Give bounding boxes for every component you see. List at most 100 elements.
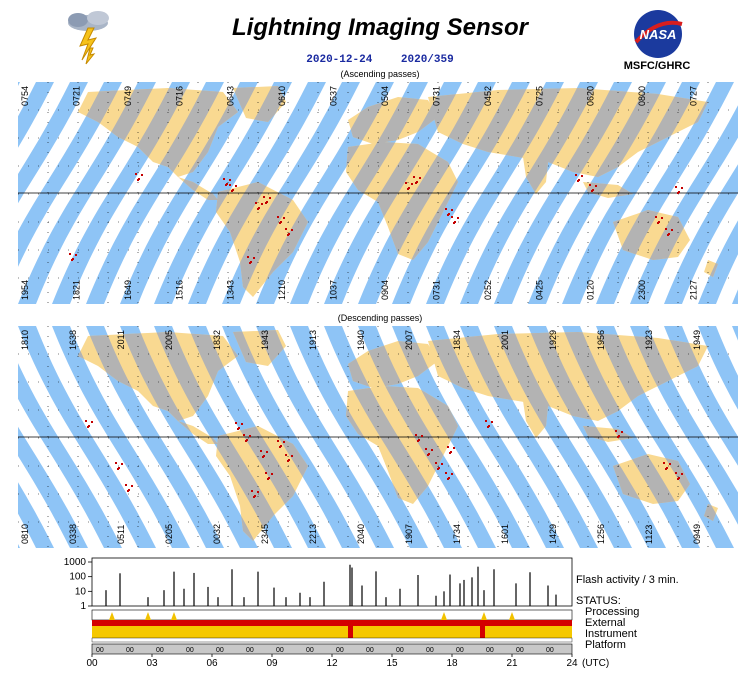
flash-mark: [441, 463, 443, 465]
flash-mark: [85, 420, 87, 422]
swath-band: [18, 482, 54, 548]
flash-mark: [405, 182, 407, 184]
swath-band: [732, 289, 738, 304]
pass-time-top: 1832: [212, 330, 222, 350]
pass-time-bottom: 0810: [20, 524, 30, 544]
pass-time-labels: 0754 0721 0749 0716 0643 0610 0537 0504 0731 0452…: [20, 86, 699, 300]
pass-time-bottom: 2040: [356, 524, 366, 544]
gap-panel: [91, 637, 573, 643]
flash-mark: [621, 431, 623, 433]
flash-mark: [681, 187, 683, 189]
platform-mark: 00: [336, 647, 344, 654]
pass-time-top: 1638: [68, 330, 78, 350]
flash-mark: [487, 426, 489, 428]
flash-mark: [235, 185, 237, 187]
platform-mark: 00: [516, 647, 524, 654]
flash-mark: [283, 217, 285, 219]
flash-mark: [279, 446, 281, 448]
flash-mark: [451, 209, 453, 211]
flash-mark: [269, 197, 271, 199]
flash-mark: [445, 472, 447, 474]
platform-mark: 00: [126, 647, 134, 654]
flash-mark: [581, 175, 583, 177]
flash-mark: [255, 202, 257, 204]
platform-mark: 00: [396, 647, 404, 654]
flash-mark: [91, 421, 93, 423]
flash-mark: [427, 454, 429, 456]
pass-time-bottom: 2213: [308, 524, 318, 544]
swath-band: [18, 544, 20, 548]
swath-band: [732, 326, 738, 341]
x-tick-label: 15: [386, 658, 398, 669]
flash-mark: [235, 422, 237, 424]
flash-mark: [411, 183, 413, 185]
pass-time-bottom: 1601: [500, 524, 510, 544]
flash-mark: [671, 229, 673, 231]
flash-mark: [419, 177, 421, 179]
flash-mark: [449, 452, 451, 454]
flash-mark: [285, 228, 287, 230]
pass-time-top: 0537: [329, 86, 339, 106]
ascending-label: (Ascending passes): [340, 69, 420, 79]
pass-time-top: 1949: [692, 330, 702, 350]
flash-mark: [267, 478, 269, 480]
nasa-logo-icon: NASA: [634, 10, 683, 58]
x-tick-label: 12: [326, 658, 338, 669]
flash-panel: [91, 557, 573, 607]
pass-time-bottom: 1954: [20, 280, 30, 300]
descending-label: (Descending passes): [337, 313, 423, 323]
flash-mark: [121, 463, 123, 465]
flash-mark: [657, 222, 659, 224]
processing-mark: [109, 612, 115, 620]
flash-mark: [435, 462, 437, 464]
swath-band: [698, 220, 738, 304]
flash-mark: [263, 196, 265, 198]
pass-time-bottom: 1210: [277, 280, 287, 300]
pass-time-top: 1923: [644, 330, 654, 350]
pass-time-top: 0749: [123, 86, 133, 106]
pass-time-bottom: 0904: [380, 280, 390, 300]
flash-mark: [677, 192, 679, 194]
flash-mark: [117, 468, 119, 470]
flash-mark: [675, 186, 677, 188]
flash-mark: [245, 440, 247, 442]
flash-mark: [575, 174, 577, 176]
flash-mark: [677, 478, 679, 480]
platform-mark: 00: [186, 647, 194, 654]
x-tick-label: 09: [266, 658, 278, 669]
flash-mark: [577, 180, 579, 182]
date-text: 2020-12-24: [306, 54, 373, 66]
flash-mark: [667, 234, 669, 236]
pass-time-bottom: 0205: [164, 524, 174, 544]
pass-time-top: 0754: [20, 86, 30, 106]
flash-mark: [127, 490, 129, 492]
flash-mark: [451, 216, 453, 218]
pass-time-top: 0731: [431, 86, 441, 106]
flash-mark: [447, 478, 449, 480]
flash-mark: [457, 217, 459, 219]
flash-activity-chart: 1000 100 10 1 Flash activity / 3 min. 00 00 00 0…: [64, 557, 679, 669]
y-tick-label: 100: [69, 572, 86, 583]
flash-mark: [665, 468, 667, 470]
instrument-mark: [348, 626, 353, 642]
pass-time-top: 1956: [596, 330, 606, 350]
y-tick-label: 10: [75, 586, 87, 597]
pass-time-top: 0716: [174, 86, 184, 106]
status-title: STATUS:: [576, 595, 621, 607]
platform-panel: [91, 643, 573, 655]
swath-band: [18, 82, 54, 148]
instrument-mark: [480, 626, 485, 642]
pass-time-top: 0725: [534, 86, 544, 106]
flash-mark: [266, 451, 268, 453]
flash-mark: [617, 436, 619, 438]
platform-mark: 00: [96, 647, 104, 654]
flash-mark: [589, 184, 591, 186]
flash-mark: [421, 435, 423, 437]
platform-mark: 00: [426, 647, 434, 654]
flash-mark: [135, 173, 137, 175]
flash-mark: [241, 423, 243, 425]
pass-time-bottom: 2300: [637, 280, 647, 300]
flash-mark: [291, 455, 293, 457]
flash-mark: [447, 214, 449, 216]
pass-time-bottom: 0252: [483, 280, 493, 300]
